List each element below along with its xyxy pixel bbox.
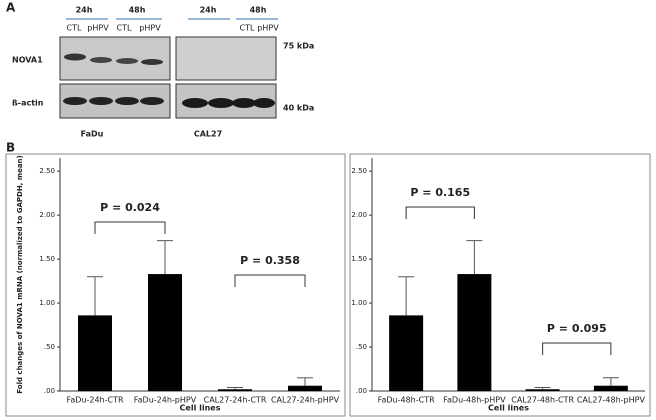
chart-frame [5,153,346,417]
y-tick-label: 1.00 [39,299,55,307]
y-tick-label: .50 [44,343,55,351]
panel-label: B [6,141,15,155]
y-tick-label: 1.50 [39,255,55,263]
bar [78,315,112,391]
row-label: NOVA1 [12,56,43,65]
bracket [405,206,475,219]
x-tick-label: FaDu-24h-pHPV [134,396,197,405]
cell-line-label: CAL27 [194,130,222,139]
lane-label: CTL [240,24,255,33]
bracket [234,274,306,287]
bar [389,315,424,391]
bar [148,274,182,391]
x-tick-label: FaDu-24h-CTR [66,396,123,405]
time-label: 24h [200,6,217,15]
lane-label: pHPV [257,24,279,33]
x-axis-label: Cell lines [180,404,221,413]
y-tick-label: .50 [356,343,367,351]
time-label: 48h [250,6,267,15]
y-tick-label: 1.50 [351,255,367,263]
bar [457,274,492,391]
y-axis-label: Fold changes of NOVA1 mRNA (normalized t… [16,155,24,393]
bracket [542,342,612,355]
y-tick-label: 1.00 [351,299,367,307]
x-tick-label: CAL27-24h-pHPV [271,396,340,405]
x-tick-label: FaDu-48h-CTR [378,396,435,405]
y-tick-label: 2.50 [39,167,55,175]
panel-label: A [6,1,16,15]
bracket [94,221,166,234]
bar [593,385,628,391]
y-tick-label: .00 [44,387,55,395]
row-label: ß-actin [12,99,44,108]
bar [525,389,560,391]
p-value: P = 0.095 [547,322,607,335]
blots [59,36,277,119]
y-tick-label: 2.00 [39,211,55,219]
time-label: 48h [129,6,146,15]
bar [218,389,252,391]
p-value: P = 0.024 [100,201,160,214]
lane-label: CTL [67,24,82,33]
x-tick-label: FaDu-48h-pHPV [443,396,506,405]
chart-frame [349,153,651,417]
lane-label: CTL [117,24,132,33]
x-axis-label: Cell lines [488,404,529,413]
cell-line-label: FaDu [81,130,104,139]
lane-label: pHPV [139,24,161,33]
p-value: P = 0.165 [410,186,470,199]
size-label: 40 kDa [283,104,314,113]
lane-label: pHPV [87,24,109,33]
x-tick-label: CAL27-24h-CTR [204,396,267,405]
y-tick-label: 2.00 [351,211,367,219]
bar [288,385,322,391]
x-tick-label: CAL27-48h-CTR [511,396,574,405]
size-label: 75 kDa [283,42,314,51]
y-tick-label: .00 [356,387,367,395]
time-label: 24h [76,6,93,15]
p-value: P = 0.358 [240,254,300,267]
x-tick-label: CAL27-48h-pHPV [577,396,646,405]
y-tick-label: 2.50 [351,167,367,175]
